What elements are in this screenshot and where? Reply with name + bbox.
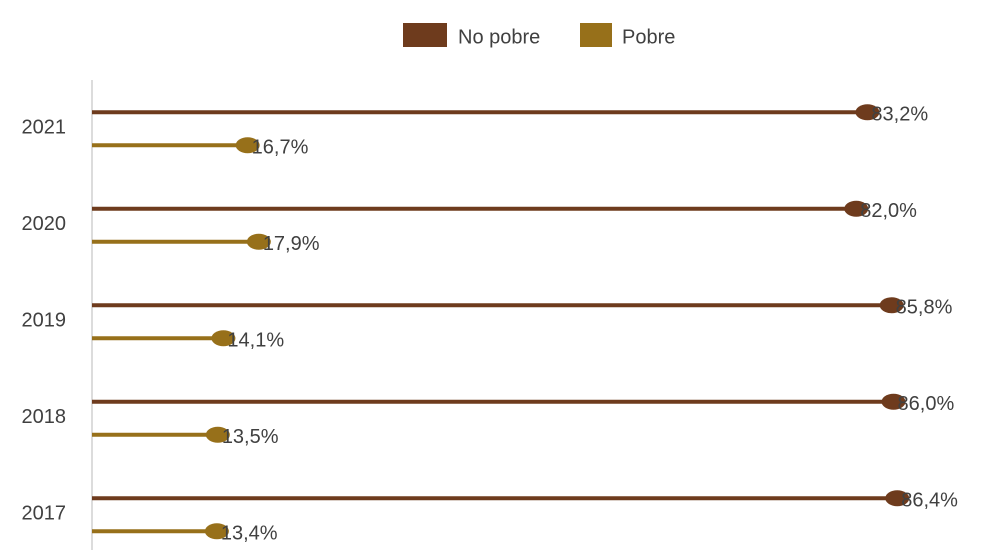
y-tick-label: 2020	[22, 213, 67, 235]
y-tick-label: 2018	[22, 406, 67, 428]
dot	[855, 104, 880, 121]
value-label: 17,9%	[263, 233, 320, 255]
value-label: 85,8%	[896, 297, 953, 319]
dot	[885, 490, 910, 507]
value-label: 13,5%	[222, 426, 279, 448]
value-label: 82,0%	[860, 200, 917, 222]
value-label: 14,1%	[227, 330, 284, 352]
value-label: 13,4%	[221, 523, 278, 545]
legend-label: No pobre	[458, 26, 540, 48]
legend-swatch	[403, 23, 447, 47]
dot	[205, 426, 230, 443]
dot	[844, 200, 869, 217]
dot	[879, 297, 904, 314]
dot	[204, 523, 229, 540]
value-label: 16,7%	[252, 137, 309, 159]
dot	[246, 233, 271, 250]
value-label: 83,2%	[871, 104, 928, 126]
legend-swatch	[580, 23, 612, 47]
y-tick-label: 2017	[22, 503, 67, 525]
value-label: 86,0%	[898, 393, 955, 415]
y-tick-label: 2019	[22, 310, 67, 332]
dot	[211, 330, 236, 347]
value-label: 86,4%	[901, 490, 958, 512]
legend-label: Pobre	[622, 26, 675, 48]
dot	[235, 137, 260, 154]
y-tick-label: 2021	[22, 117, 67, 139]
dot	[881, 393, 906, 410]
